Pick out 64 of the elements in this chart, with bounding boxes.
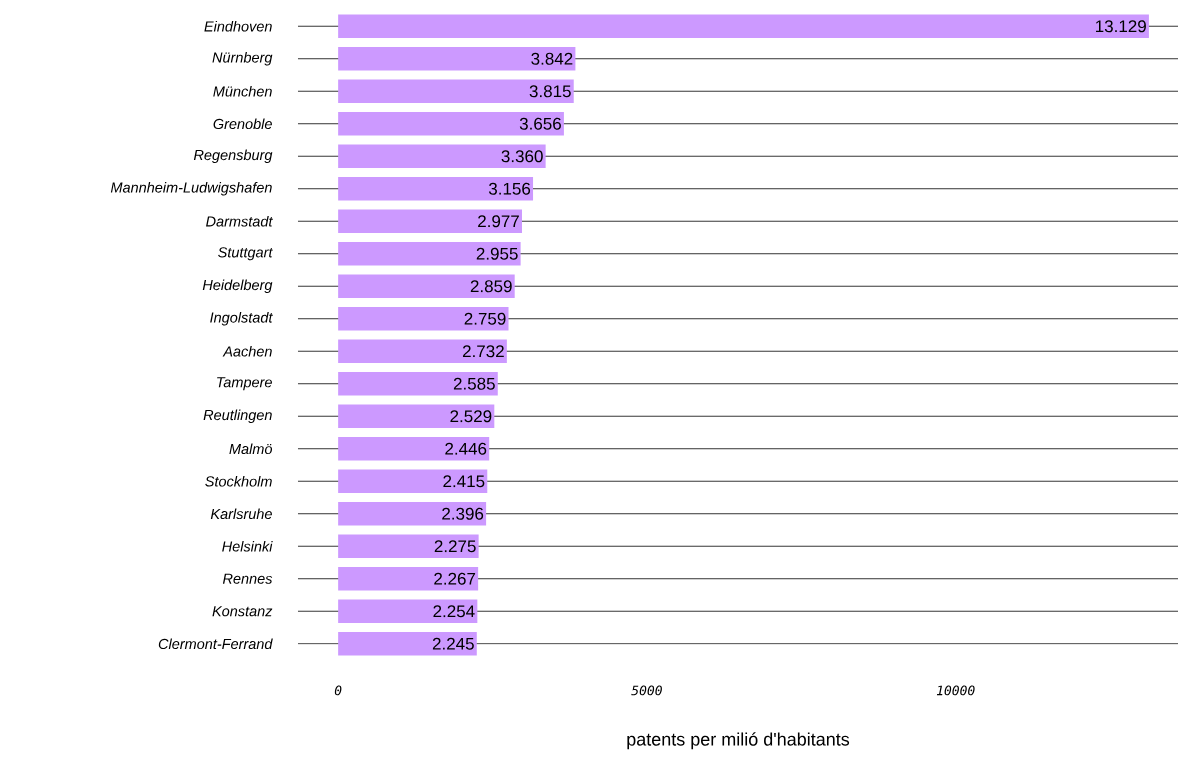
data-label: 2.759 (464, 312, 506, 325)
bar (338, 404, 495, 428)
y-tick-label: Heidelberg (202, 279, 273, 294)
data-label: 2.585 (453, 377, 495, 390)
data-label: 2.977 (478, 215, 519, 228)
bar (338, 14, 1149, 38)
data-label: 2.254 (433, 605, 475, 618)
y-tick-label: Nürnberg (212, 51, 273, 66)
data-label: 2.732 (462, 345, 504, 358)
bar (338, 47, 576, 71)
bar (338, 209, 522, 233)
data-label: 2.245 (432, 637, 474, 650)
data-label: 13.129 (1096, 20, 1146, 33)
data-label: 2.267 (434, 572, 476, 585)
data-label: 2.446 (445, 442, 487, 455)
bar (338, 79, 574, 103)
bar (338, 469, 488, 493)
data-label: 3.360 (501, 150, 543, 163)
bar (338, 437, 490, 461)
y-tick-label: Eindhoven (204, 20, 272, 32)
y-tick-label: Regensburg (193, 149, 273, 164)
bar (338, 242, 521, 266)
data-label: 3.842 (531, 52, 573, 65)
bar (338, 632, 477, 656)
y-tick-label: Karlsruhe (210, 508, 272, 520)
x-axis-title: patents per milió d'habitants (627, 732, 850, 750)
x-tick-label: 0 (334, 685, 342, 696)
bar (338, 144, 546, 168)
y-tick-label: Konstanz (212, 606, 273, 617)
data-label: 2.275 (434, 540, 476, 553)
data-label: 2.955 (476, 247, 518, 260)
y-tick-label: Stuttgart (218, 247, 273, 261)
data-label: 2.415 (443, 475, 485, 488)
y-tick-label: Ingolstadt (210, 311, 273, 326)
bar (338, 339, 507, 363)
bar (338, 502, 487, 526)
data-label: 3.656 (519, 117, 561, 130)
y-tick-label: Reutlingen (203, 409, 272, 424)
x-tick-label: 10000 (936, 685, 975, 696)
y-tick-label: Clermont-Ferrand (158, 638, 273, 650)
x-tick-label: 5000 (631, 685, 662, 696)
y-tick-label: Grenoble (213, 118, 272, 130)
y-tick-label: Rennes (222, 573, 273, 584)
bar (338, 372, 498, 396)
y-tick-label: Aachen (222, 345, 272, 357)
data-label: 3.815 (529, 85, 571, 98)
bar (338, 112, 564, 136)
data-label: 2.396 (442, 507, 484, 520)
y-tick-label: Helsinki (222, 540, 273, 552)
bar (338, 177, 534, 201)
bar (338, 534, 479, 558)
data-label: 3.156 (488, 182, 531, 195)
bar (338, 307, 509, 331)
y-tick-label: Darmstadt (206, 215, 273, 227)
y-tick-label: München (213, 85, 272, 97)
data-label: 2.859 (470, 280, 512, 293)
y-tick-label: Stockholm (205, 475, 272, 487)
y-tick-label: Tampere (217, 377, 272, 391)
data-label: 2.529 (450, 410, 492, 423)
bar (338, 567, 479, 591)
bar (338, 274, 515, 298)
y-tick-label: Mannheim-Ludwigshafen (110, 181, 272, 196)
bar (338, 599, 478, 623)
y-tick-label: Malmö (229, 443, 273, 455)
